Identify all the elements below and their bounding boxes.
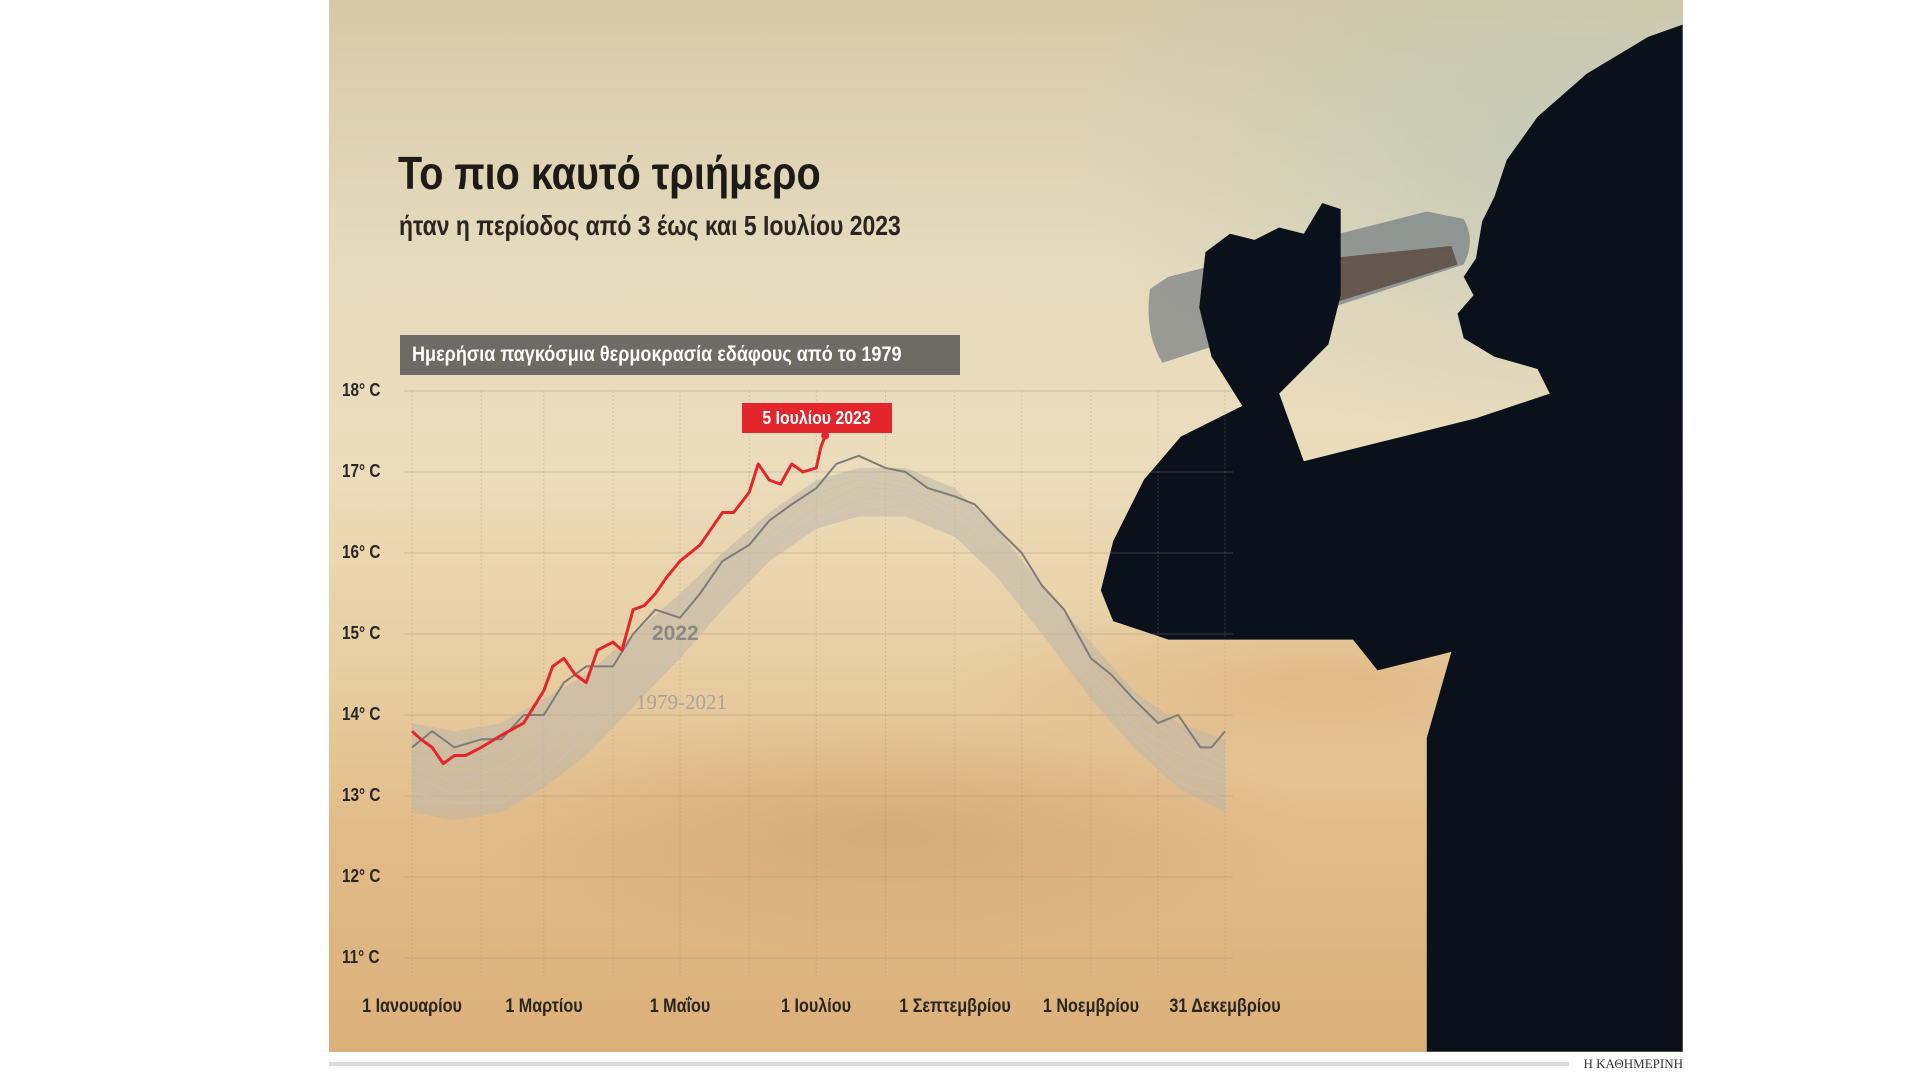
person-silhouette <box>1100 24 1683 1052</box>
series-line-historical-year <box>411 503 1226 804</box>
annotation-point <box>821 431 830 440</box>
series-line-historical-year <box>411 486 1226 782</box>
y-tick-label: 15° C <box>342 623 381 643</box>
x-tick-label: 31 Δεκεμβρίου <box>1169 996 1281 1017</box>
background-photo <box>329 0 1683 1052</box>
x-tick-label: 1 Μαρτίου <box>505 996 583 1017</box>
source-credit: Η ΚΑΘΗΜΕΡΙΝΗ <box>1583 1056 1684 1071</box>
series-layer <box>410 431 1226 821</box>
y-tick-label: 12° C <box>342 866 381 886</box>
series-line-2022 <box>411 454 1226 749</box>
y-tick-label: 13° C <box>342 785 381 805</box>
y-tick-label: 11° C <box>342 947 380 967</box>
y-tick-label: 18° C <box>342 380 381 400</box>
footer-divider <box>329 1062 1569 1066</box>
drinking-silhouette <box>1100 24 1683 1052</box>
x-tick-label: 1 Μαΐου <box>649 996 711 1017</box>
x-tick-label: 1 Νοεμβρίου <box>1042 996 1140 1017</box>
series-band-1979-2021 <box>412 467 1225 821</box>
page-subtitle: ήταν η περίοδος από 3 έως και 5 Ιουλίου … <box>399 210 901 241</box>
annotation-label: 5 Ιουλίου 2023 <box>742 403 892 433</box>
annotation-text: 5 Ιουλίου 2023 <box>762 408 872 428</box>
x-tick-label: 1 Ιουλίου <box>781 996 852 1017</box>
y-tick-label: 14° C <box>342 704 381 724</box>
page-title: Το πιο καυτό τριήμερο <box>398 147 821 199</box>
y-tick-label: 17° C <box>342 461 381 481</box>
series-line-historical-year <box>411 475 1226 757</box>
series-label-2022: 2022 <box>652 622 699 645</box>
chart-title-box: Ημερήσια παγκόσμια θερμοκρασία εδάφους α… <box>400 335 960 375</box>
y-tick-label: 16° C <box>342 542 381 562</box>
chart-title: Ημερήσια παγκόσμια θερμοκρασία εδάφους α… <box>412 343 902 366</box>
x-tick-label: 1 Ιανουαρίου <box>362 996 462 1017</box>
series-line-historical-year <box>411 494 1226 795</box>
series-line-historical-year <box>411 478 1226 765</box>
series-line-2023 <box>410 435 827 766</box>
series-label-1979-2021: 1979-2021 <box>636 690 727 714</box>
x-tick-label: 1 Σεπτεμβρίου <box>898 996 1011 1017</box>
